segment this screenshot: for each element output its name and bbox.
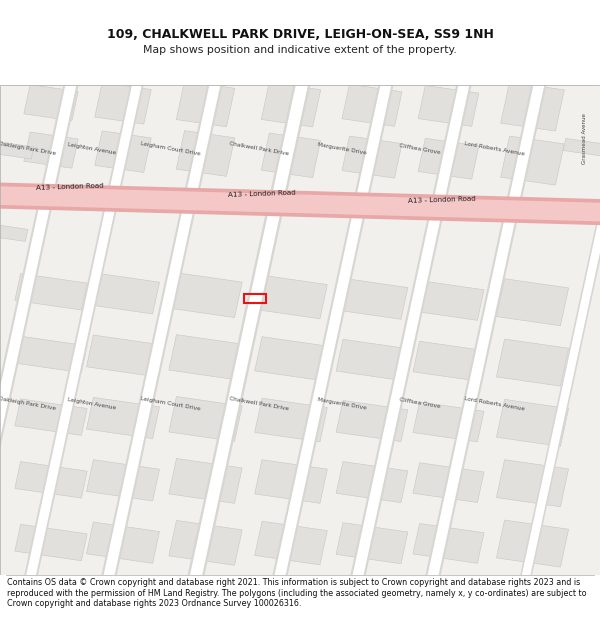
Polygon shape: [16, 36, 152, 624]
Polygon shape: [24, 132, 78, 168]
Polygon shape: [86, 272, 160, 314]
Polygon shape: [413, 402, 484, 442]
Text: A13 - London Road: A13 - London Road: [408, 196, 476, 204]
Polygon shape: [413, 524, 484, 563]
Polygon shape: [500, 136, 565, 185]
Text: Chalkwell Park Drive: Chalkwell Park Drive: [229, 396, 289, 411]
Text: Cliffsea Grove: Cliffsea Grove: [398, 142, 440, 155]
Polygon shape: [176, 81, 235, 127]
Text: Cliffsea Grove: Cliffsea Grove: [398, 398, 440, 409]
Polygon shape: [336, 401, 408, 441]
Polygon shape: [342, 35, 480, 625]
Polygon shape: [254, 521, 328, 565]
Polygon shape: [15, 274, 87, 310]
Polygon shape: [510, 35, 600, 625]
Polygon shape: [413, 341, 484, 381]
Polygon shape: [169, 272, 242, 318]
Polygon shape: [176, 131, 235, 176]
Polygon shape: [511, 36, 600, 624]
Polygon shape: [95, 82, 151, 124]
Polygon shape: [340, 35, 482, 625]
Polygon shape: [0, 222, 28, 241]
Text: Chalkwell Park Drive: Chalkwell Park Drive: [229, 141, 289, 156]
Polygon shape: [0, 35, 87, 625]
Text: Leighton Avenue: Leighton Avenue: [67, 397, 116, 410]
Polygon shape: [496, 460, 569, 507]
Polygon shape: [336, 461, 408, 503]
Polygon shape: [254, 337, 328, 380]
Polygon shape: [496, 520, 569, 567]
Polygon shape: [262, 133, 320, 178]
Polygon shape: [0, 35, 89, 625]
Polygon shape: [413, 281, 484, 321]
Bar: [244, 294, 266, 302]
Polygon shape: [418, 138, 479, 179]
Text: Lord Roberts Avenue: Lord Roberts Avenue: [464, 396, 525, 411]
Polygon shape: [563, 138, 600, 159]
Polygon shape: [91, 35, 233, 625]
Text: Grasmead Avenue: Grasmead Avenue: [583, 114, 587, 164]
Text: 109, CHALKWELL PARK DRIVE, LEIGH-ON-SEA, SS9 1NH: 109, CHALKWELL PARK DRIVE, LEIGH-ON-SEA,…: [107, 28, 493, 41]
Polygon shape: [15, 336, 87, 372]
Polygon shape: [413, 462, 484, 503]
Polygon shape: [417, 35, 555, 625]
Polygon shape: [254, 275, 328, 319]
Polygon shape: [14, 35, 154, 625]
Polygon shape: [264, 35, 402, 625]
Polygon shape: [500, 82, 565, 131]
Polygon shape: [169, 521, 242, 565]
Text: Map shows position and indicative extent of the property.: Map shows position and indicative extent…: [143, 45, 457, 55]
Polygon shape: [336, 278, 408, 319]
Text: Contains OS data © Crown copyright and database right 2021. This information is : Contains OS data © Crown copyright and d…: [7, 578, 587, 608]
Text: A13 - London Road: A13 - London Road: [36, 182, 104, 191]
Polygon shape: [86, 460, 160, 501]
Text: Lord Roberts Avenue: Lord Roberts Avenue: [464, 141, 525, 156]
Polygon shape: [15, 524, 87, 561]
Text: Oakleigh Park Drive: Oakleigh Park Drive: [0, 141, 56, 156]
Polygon shape: [496, 279, 569, 326]
Polygon shape: [496, 339, 569, 386]
Polygon shape: [336, 339, 408, 381]
Text: Leigham Court Drive: Leigham Court Drive: [140, 396, 201, 411]
Text: Marguerite Drive: Marguerite Drive: [317, 142, 367, 156]
Text: A13 - London Road: A13 - London Road: [228, 189, 296, 198]
Polygon shape: [342, 136, 402, 178]
Polygon shape: [93, 35, 231, 625]
Polygon shape: [336, 522, 408, 564]
Polygon shape: [342, 84, 402, 126]
Polygon shape: [179, 35, 319, 625]
Polygon shape: [86, 522, 160, 563]
Polygon shape: [177, 35, 321, 625]
Polygon shape: [254, 460, 328, 503]
Polygon shape: [169, 459, 242, 503]
Polygon shape: [262, 82, 320, 127]
Text: Oakleigh Park Drive: Oakleigh Park Drive: [0, 396, 56, 411]
Polygon shape: [262, 35, 404, 625]
Polygon shape: [86, 335, 160, 376]
Polygon shape: [0, 186, 600, 222]
Polygon shape: [0, 182, 600, 226]
Polygon shape: [169, 334, 242, 379]
Polygon shape: [496, 399, 569, 446]
Polygon shape: [86, 398, 160, 439]
Text: Leighton Avenue: Leighton Avenue: [67, 142, 116, 156]
Polygon shape: [415, 35, 557, 625]
Text: Marguerite Drive: Marguerite Drive: [317, 397, 367, 410]
Polygon shape: [418, 86, 479, 126]
Polygon shape: [169, 396, 242, 441]
Polygon shape: [15, 399, 87, 436]
Polygon shape: [24, 84, 78, 121]
Text: Leigham Court Drive: Leigham Court Drive: [140, 141, 201, 156]
Polygon shape: [254, 398, 328, 442]
Polygon shape: [15, 462, 87, 498]
Polygon shape: [0, 138, 34, 159]
Polygon shape: [95, 131, 151, 173]
